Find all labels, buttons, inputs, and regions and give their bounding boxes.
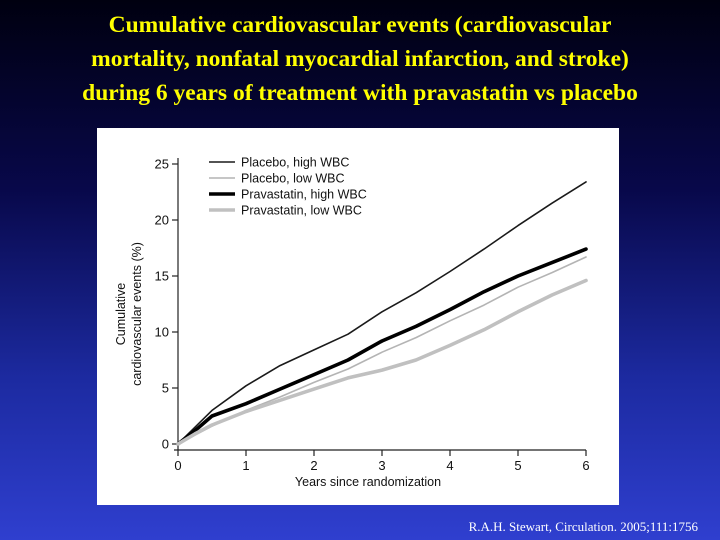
slide-title: Cumulative cardiovascular events (cardio… (0, 8, 720, 110)
x-axis-label: Years since randomization (295, 475, 441, 489)
x-tick-label: 4 (446, 458, 453, 473)
title-line-1: Cumulative cardiovascular events (cardio… (108, 12, 612, 38)
y-tick-label: 20 (155, 213, 169, 228)
y-tick-label: 5 (162, 381, 169, 396)
x-tick-label: 3 (378, 458, 385, 473)
series-line-3 (176, 247, 588, 446)
series-line-4 (176, 278, 588, 446)
title-line-3: during 6 years of treatment with pravast… (82, 80, 638, 106)
cumulative-events-chart: 0 5 10 15 20 25 0 1 2 3 4 5 6 Years since randomizati… (114, 156, 590, 490)
y-tick-label: 0 (162, 437, 169, 452)
legend-label: Placebo, low WBC (241, 172, 345, 186)
x-tick-label: 5 (514, 458, 521, 473)
chart-panel: 0 5 10 15 20 25 0 1 2 3 4 5 6 Years since randomizati… (97, 128, 619, 505)
y-tick-label: 25 (155, 157, 169, 172)
y-axis-label-line: Cumulative (114, 283, 128, 346)
legend-label: Placebo, high WBC (241, 156, 349, 170)
legend-label: Pravastatin, high WBC (241, 188, 367, 202)
x-tick-label: 0 (174, 458, 181, 473)
series-line-1 (177, 181, 587, 445)
title-line-2: mortality, nonfatal myocardial infarctio… (91, 46, 629, 72)
legend-label: Pravastatin, low WBC (241, 204, 362, 218)
y-tick-label: 15 (155, 269, 169, 284)
citation: R.A.H. Stewart, Circulation. 2005;111:17… (468, 519, 698, 534)
x-tick-label: 6 (582, 458, 589, 473)
y-tick-label: 10 (155, 325, 169, 340)
x-tick-label: 1 (242, 458, 249, 473)
y-axis-label-line: cardiovascular events (%) (130, 242, 144, 386)
x-tick-label: 2 (310, 458, 317, 473)
